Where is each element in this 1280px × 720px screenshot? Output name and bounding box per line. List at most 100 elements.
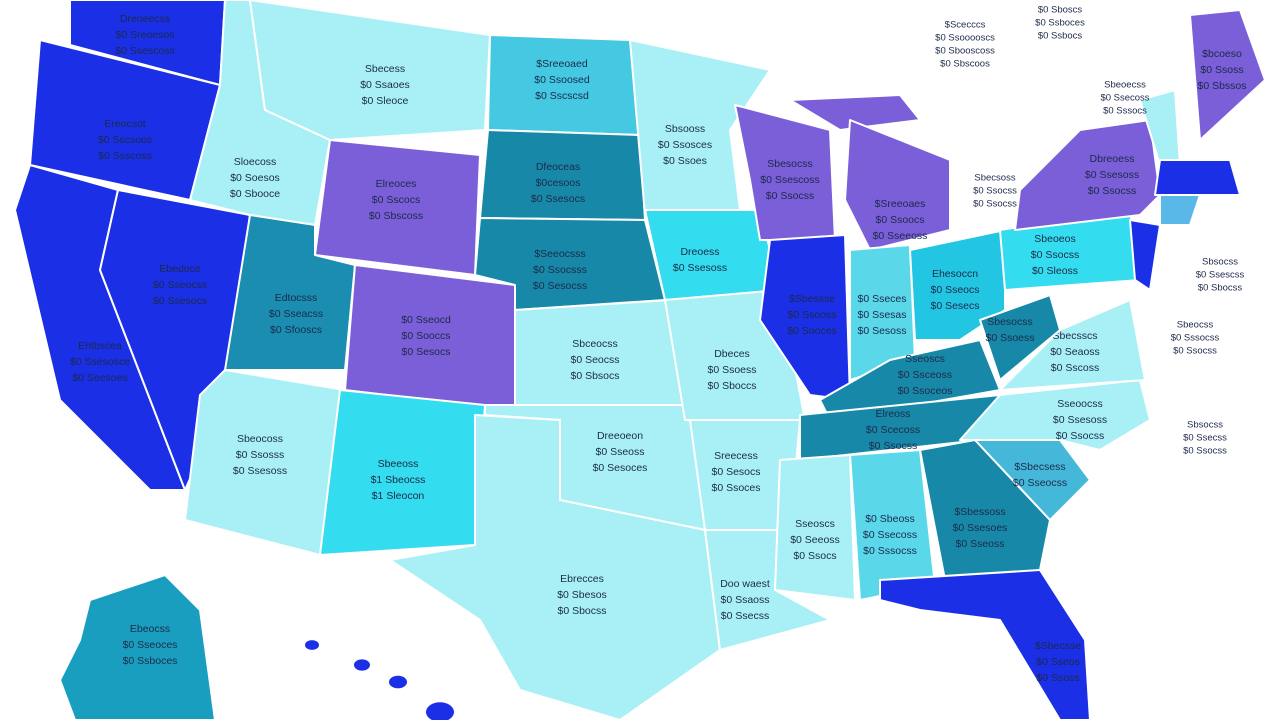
state-shape <box>389 414 721 720</box>
state-label: $0 Sbooce <box>230 188 280 200</box>
state-label: $Seeocsss <box>534 248 585 260</box>
state-label: $0 Sscoss <box>1051 362 1099 374</box>
state-label: Sseoscs <box>795 518 835 530</box>
state-label: Sbeoeos <box>1034 233 1075 245</box>
state-label: $0 Sleoss <box>1032 265 1078 277</box>
state-shape <box>184 369 346 556</box>
state: Sseoocss $0 Ssesoss $0 Ssocss <box>959 379 1151 451</box>
callout-label: $0 Ssocss <box>1173 346 1217 357</box>
state-shape <box>1189 9 1266 141</box>
state <box>1159 194 1201 226</box>
state-label: $Sbessse <box>789 293 835 305</box>
state-shape <box>879 569 1091 720</box>
state: $bcoeso $0 Ssoss $0 Sbssos <box>1189 9 1266 141</box>
state: Sseoscs $0 Seeoss $0 Ssocs <box>774 454 856 601</box>
state-label: $0 Ssosces <box>658 139 712 151</box>
state-shape <box>59 574 216 720</box>
state-label: $0 Sleoce <box>362 95 409 107</box>
island <box>389 675 407 689</box>
callout-label: $0 Sbscoos <box>940 59 990 70</box>
state-label: Ehesoccn <box>932 268 978 280</box>
state: Sbceocss $0 Seocss $0 Sbsocs <box>514 299 686 411</box>
callout-label: Sbecsoss <box>974 173 1015 184</box>
state-shape <box>479 129 646 221</box>
state-label: $0 Sseos <box>1036 656 1080 668</box>
state-label: Sreecess <box>714 450 758 462</box>
state-label: $0 Ssocss <box>1088 185 1136 197</box>
state-label: $0 Sooces <box>787 325 837 337</box>
island <box>426 702 454 720</box>
state: Sbecess $0 Ssaoes $0 Sleoce <box>249 0 491 141</box>
state-label: $0 Sreoesos <box>116 29 175 41</box>
state-label: $0 Sseoces <box>123 639 178 651</box>
state-label: $0 Sesecs <box>930 300 979 312</box>
callout-label: $0 Ssecoss <box>1100 93 1149 104</box>
state-label: $0 Scecoss <box>866 424 920 436</box>
state-label: $0 Ssesosce <box>70 356 130 368</box>
state-label: Sbeeoss <box>378 458 419 470</box>
state-label: $bcoeso <box>1202 48 1242 60</box>
state: $Sreeoaes $0 Ssoocs $0 Sseeoss <box>844 119 951 251</box>
state-label: Sbesocss <box>987 316 1033 328</box>
state-shape <box>704 529 831 651</box>
state-label: Elreoces <box>376 178 417 190</box>
callout-label: $0 Ssocss <box>973 199 1017 210</box>
state-label: $0 Ssesas <box>857 309 906 321</box>
state-label: $0 Sseoss <box>595 446 644 458</box>
state-label: $0 Sseocss <box>153 279 207 291</box>
state-label: $0 Ssaoss <box>720 594 769 606</box>
callout-label: $0 Sbooscoss <box>935 46 995 57</box>
state-shape <box>919 439 1051 581</box>
state-label: $0 Ssocss <box>1056 430 1104 442</box>
callout-label: Sbeoecss <box>1104 80 1146 91</box>
state-label: $Sbecsess <box>1014 461 1065 473</box>
state-label: $0 Sseeoss <box>873 230 928 242</box>
state-label: $0 Sscsoos <box>98 134 152 146</box>
state: $0 Sseocd $0 Sooccs $0 Sesocs <box>344 264 516 411</box>
state-label: $0 Soesos <box>230 172 280 184</box>
state-label: $0 Ssceoss <box>898 369 952 381</box>
state-label: $0 Sboccs <box>707 380 756 392</box>
state-shape <box>1129 219 1161 291</box>
state-label: $0 Sbssos <box>1197 80 1246 92</box>
state-label: $0 Ssboces <box>123 655 178 667</box>
state <box>1129 219 1161 291</box>
state: $Sbessoss $0 Ssesoes $0 Sseoss <box>919 439 1051 581</box>
state: Dbreoess $0 Ssesoss $0 Ssocss <box>1014 119 1161 231</box>
state-label: $0 Ssoosed <box>534 74 590 86</box>
state: $Sbecsse $0 Sseos $0 Ssoss <box>879 569 1091 720</box>
state: Elreoces $0 Sscocs $0 Sbscoss <box>314 139 481 276</box>
state-label: $0 Ssesoes <box>953 522 1008 534</box>
state-label: Edtocsss <box>275 292 318 304</box>
state-label: $0 Ssesocs <box>153 295 207 307</box>
state-label: $0 Ssoocs <box>875 214 924 226</box>
state: Ebrecces $0 Sbesos $0 Sbocss <box>389 414 721 720</box>
state-label: $0 Sooccs <box>401 330 450 342</box>
state-shape <box>314 139 481 276</box>
state-label: $0 Seocss <box>570 354 619 366</box>
state-label: $0 Sbeoss <box>865 513 915 525</box>
state: Sseoscs $0 Ssceoss $0 Ssoceos <box>819 339 1001 421</box>
callout-label: Sbsocss <box>1202 257 1238 268</box>
callout-label: $0 Ssooooscs <box>935 33 995 44</box>
state: Sbeeoss $1 Sbeocss $1 Sleocon <box>319 389 486 556</box>
state-label: $0 Sscscsd <box>535 90 589 102</box>
state-label: Dbeces <box>714 348 750 360</box>
state-label: $0 Sesoss <box>857 325 906 337</box>
callout-label: $0 Sbocss <box>1198 283 1243 294</box>
state-shape <box>844 119 951 251</box>
state: Sbeoeos $0 Ssocss $0 Sleoss <box>999 209 1141 291</box>
state-label: $0 Sbocss <box>557 605 606 617</box>
state-label: $0 Seeoss <box>790 534 840 546</box>
state-label: $0 Ssosss <box>236 449 284 461</box>
state-label: $0cesoos <box>536 177 581 189</box>
state: Ebeocss $0 Sseoces $0 Ssboces <box>59 574 216 720</box>
state-label: $0 Ssesoss <box>233 465 287 477</box>
state: Dreoeecss $0 Sreoesos $0 Ssescoss <box>69 0 226 86</box>
callout-label: Sbeocss <box>1177 320 1214 331</box>
state-label: $0 Ssoss <box>1036 672 1079 684</box>
state: Ereocsot $0 Sscsoos $0 Ssscoss <box>29 39 221 201</box>
state-label: $Sbecsse <box>1035 640 1081 652</box>
state-shape <box>979 294 1061 381</box>
state: Edtocsss $0 Sseacss $0 Sfooscs <box>224 214 356 371</box>
